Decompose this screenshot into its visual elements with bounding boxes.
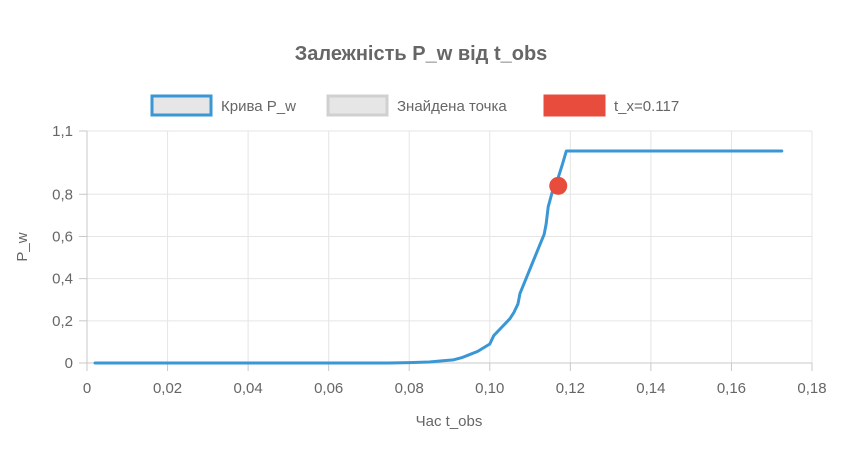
y-tick-label: 0,6: [52, 228, 73, 245]
axes: [79, 130, 813, 371]
x-tick-label: 0,12: [556, 380, 585, 397]
x-tick-label: 0: [83, 380, 91, 397]
legend-label: t_x=0.117: [614, 98, 679, 115]
legend[interactable]: Крива P_w Знайдена точка t_x=0.117: [150, 94, 679, 117]
y-tick-label: 0: [65, 355, 73, 372]
legend-item[interactable]: t_x=0.117: [543, 94, 679, 117]
x-tick-label: 0,04: [234, 380, 263, 397]
x-tick-label: 0,06: [314, 380, 343, 397]
y-tick-label: 1,1: [52, 123, 73, 140]
legend-label: Крива P_w: [221, 98, 296, 115]
legend-label: Знайдена точка: [397, 98, 507, 115]
legend-item[interactable]: Знайдена точка: [326, 94, 507, 117]
y-tick-label: 0,4: [52, 271, 73, 288]
x-tick-label: 0,18: [797, 380, 826, 397]
chart-title: Залежність P_w від t_obs: [295, 43, 548, 65]
legend-swatch: [150, 94, 213, 117]
y-axis-label: P_w: [14, 232, 31, 261]
found-point-marker: [549, 176, 568, 195]
y-tick-label: 0,2: [52, 313, 73, 330]
x-axis-label: Час t_obs: [416, 413, 483, 430]
legend-item[interactable]: Крива P_w: [150, 94, 296, 117]
series-layer: [93, 149, 784, 365]
x-tick-label: 0,08: [395, 380, 424, 397]
grid: [87, 130, 813, 363]
x-tick-label: 0,16: [717, 380, 746, 397]
y-tick-label: 0,8: [52, 186, 73, 203]
marker-layer: [549, 176, 568, 195]
x-tick-label: 0,10: [475, 380, 504, 397]
x-tick-label: 0,14: [636, 380, 665, 397]
tick-labels: 0 0,02 0,04 0,06 0,08 0,10 0,12 0,14 0,16 0,18 0 0,…: [52, 123, 826, 397]
series-line: [93, 149, 784, 365]
x-tick-label: 0,02: [153, 380, 182, 397]
legend-swatch: [326, 94, 389, 117]
legend-swatch: [543, 94, 606, 117]
